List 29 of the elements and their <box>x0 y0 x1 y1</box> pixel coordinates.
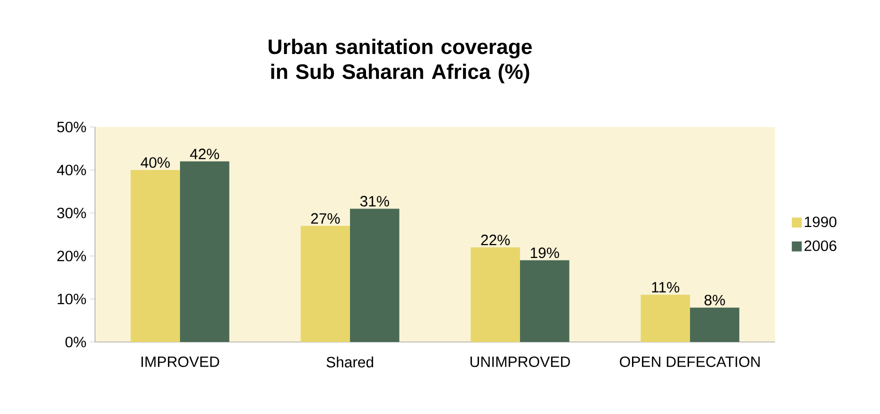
bar <box>690 308 740 342</box>
data-label: 42% <box>190 148 220 160</box>
data-label: 11% <box>652 282 680 293</box>
x-tick-label: Shared <box>326 356 374 368</box>
data-label: 8% <box>704 294 725 306</box>
bar <box>180 161 230 342</box>
bar <box>520 260 570 342</box>
data-label: 40% <box>140 157 170 168</box>
x-tick-label: IMPROVED <box>142 356 220 368</box>
data-label: 31% <box>360 196 390 206</box>
y-tick-label: 0% <box>65 336 86 348</box>
y-tick-label: 30% <box>57 208 86 218</box>
bar <box>350 208 400 342</box>
legend-label: 2006 <box>804 240 836 252</box>
y-tick-label: 20% <box>57 250 86 262</box>
y-tick-label: 40% <box>56 164 86 176</box>
y-tick-label: 50% <box>57 122 86 132</box>
x-tick-label: UNIMPROVED <box>470 356 570 368</box>
data-label: 19% <box>530 248 560 258</box>
bar <box>130 170 180 342</box>
bar <box>640 294 690 342</box>
chart-title: Urban sanitation coverage in Sub Saharan Africa (%) <box>268 38 532 84</box>
legend-label: 1990 <box>804 216 836 228</box>
x-tick-label: OPEN DEFECATION <box>620 356 760 368</box>
bar <box>300 226 350 342</box>
y-tick-label: 10% <box>58 294 86 304</box>
data-label: 27% <box>311 213 340 224</box>
data-label: 22% <box>481 234 510 246</box>
bar <box>470 247 520 342</box>
